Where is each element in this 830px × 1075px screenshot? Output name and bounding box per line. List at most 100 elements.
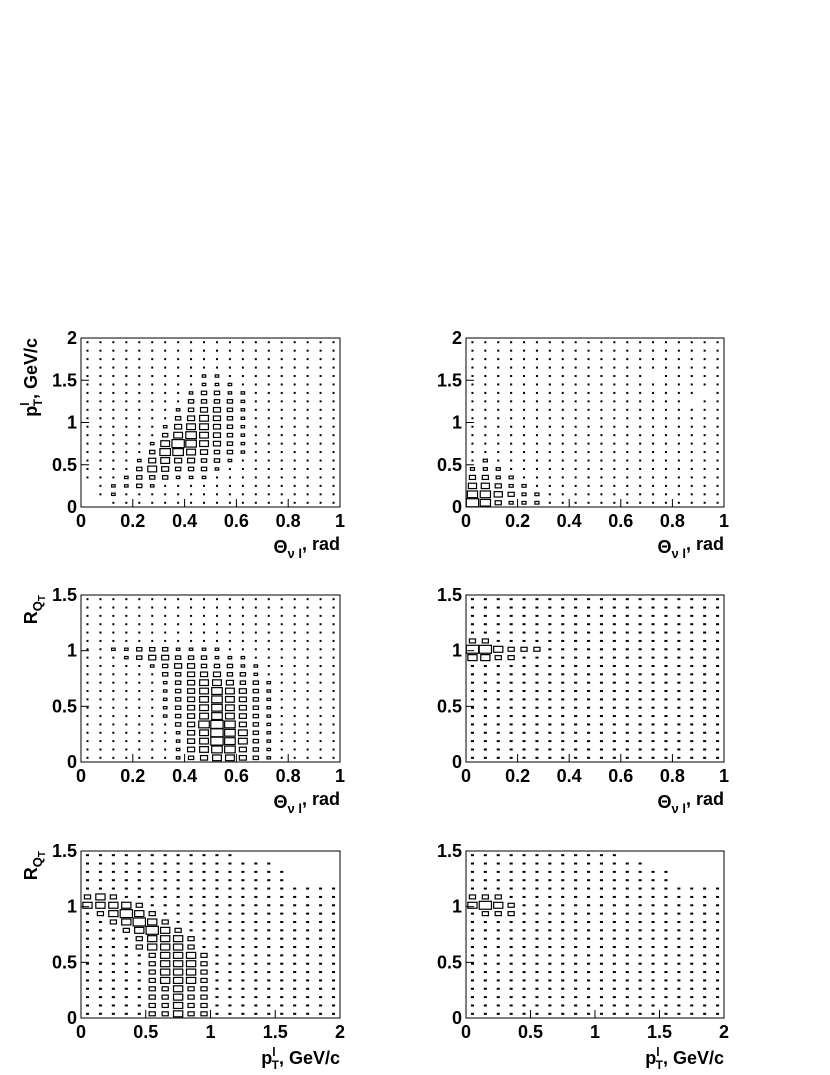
box (625, 962, 629, 965)
box (123, 655, 129, 660)
box (548, 987, 552, 990)
box (86, 614, 89, 617)
box (215, 614, 218, 617)
box (548, 484, 551, 487)
box (267, 451, 270, 454)
box (703, 904, 707, 907)
box (293, 748, 296, 751)
box (535, 996, 539, 999)
box (86, 690, 89, 693)
box (86, 648, 89, 651)
box (135, 936, 143, 942)
box (587, 912, 591, 915)
box (138, 383, 141, 386)
box (639, 391, 642, 394)
box (215, 996, 219, 999)
box (226, 672, 234, 677)
box (241, 946, 245, 949)
box (677, 912, 681, 915)
box (99, 349, 102, 352)
box (613, 501, 616, 504)
box (613, 408, 616, 411)
box (228, 912, 232, 915)
box (267, 996, 271, 999)
box (548, 870, 552, 873)
box (280, 442, 283, 445)
box (483, 937, 487, 940)
box (254, 623, 257, 626)
box (690, 648, 694, 651)
box (293, 698, 296, 701)
box (703, 698, 707, 701)
box (138, 715, 141, 718)
box (162, 697, 168, 702)
box (306, 946, 310, 949)
box (574, 442, 577, 445)
box (125, 639, 128, 642)
box (652, 434, 655, 437)
box (99, 664, 102, 667)
box (690, 929, 694, 932)
box (238, 713, 247, 719)
box (332, 623, 335, 626)
box (306, 937, 310, 940)
box (587, 467, 590, 470)
box (280, 748, 283, 751)
box (199, 712, 210, 720)
box (319, 391, 322, 394)
box (86, 740, 89, 743)
box (241, 879, 245, 882)
box (652, 366, 655, 369)
box (535, 476, 538, 479)
box (332, 598, 335, 601)
box (587, 598, 591, 601)
box (600, 493, 603, 496)
box (125, 451, 128, 454)
y-tick-label: 1 (452, 413, 462, 433)
box (548, 358, 551, 361)
box (523, 375, 526, 378)
box (306, 375, 309, 378)
box (319, 937, 323, 940)
box (523, 459, 526, 462)
box (626, 493, 629, 496)
box (319, 673, 322, 676)
box (164, 740, 167, 743)
box (470, 723, 474, 726)
x-tick-label: 0.8 (276, 766, 301, 786)
box (509, 639, 513, 642)
box (626, 442, 629, 445)
box (293, 887, 297, 890)
box (716, 648, 720, 651)
box (319, 706, 322, 709)
box (241, 1004, 245, 1007)
box (677, 341, 680, 344)
box (638, 690, 642, 693)
box (293, 706, 296, 709)
box (548, 598, 552, 601)
box (522, 673, 526, 676)
box (173, 431, 184, 439)
box (587, 904, 591, 907)
box (638, 870, 642, 873)
box (172, 968, 184, 976)
box (190, 598, 193, 601)
box (293, 391, 296, 394)
box (716, 920, 720, 923)
box (625, 979, 629, 982)
x-tick-label: 0 (461, 511, 471, 531)
box (484, 366, 487, 369)
box (252, 697, 260, 702)
box (112, 723, 115, 726)
box (470, 862, 474, 865)
box (587, 895, 591, 898)
box (664, 929, 668, 932)
box (151, 639, 154, 642)
box (690, 417, 693, 420)
box (496, 870, 500, 873)
box (587, 408, 590, 411)
box (716, 467, 719, 470)
box (510, 400, 513, 403)
box (548, 476, 551, 479)
box (164, 375, 167, 378)
